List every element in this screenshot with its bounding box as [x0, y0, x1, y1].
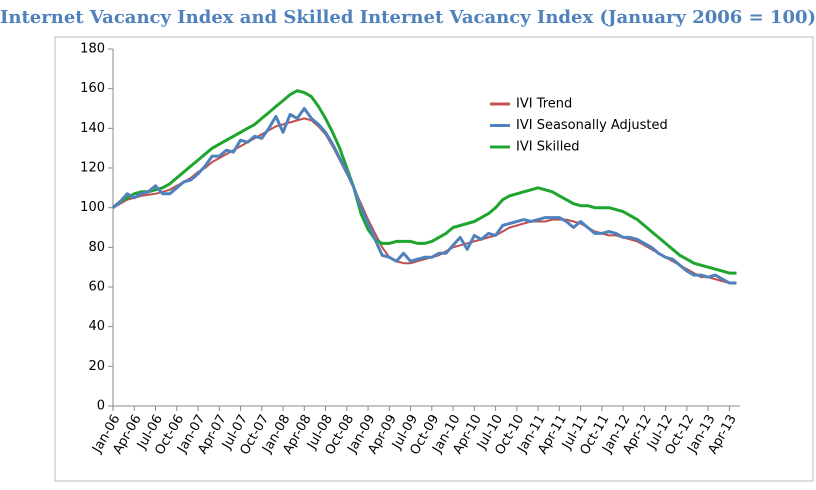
- y-tick-label: 60: [88, 280, 105, 295]
- y-tick-label: 160: [80, 81, 105, 96]
- y-tick-label: 120: [80, 161, 105, 176]
- y-tick-label: 20: [88, 359, 105, 374]
- y-tick-label: 80: [88, 240, 105, 255]
- series-line: [112, 89, 737, 275]
- legend-label: IVI Seasonally Adjusted: [516, 118, 668, 133]
- y-tick-label: 180: [80, 42, 105, 57]
- series-line: [112, 117, 737, 284]
- y-tick-label: 0: [97, 399, 105, 414]
- y-tick-label: 40: [88, 319, 105, 334]
- legend-label: IVI Trend: [516, 97, 572, 112]
- series-line: [112, 107, 737, 285]
- y-tick-label: 100: [80, 200, 105, 215]
- legend-label: IVI Skilled: [516, 140, 580, 155]
- chart-border: [54, 36, 814, 482]
- y-tick-label: 140: [80, 121, 105, 136]
- chart-title: Internet Vacancy Index and Skilled Inter…: [0, 7, 816, 28]
